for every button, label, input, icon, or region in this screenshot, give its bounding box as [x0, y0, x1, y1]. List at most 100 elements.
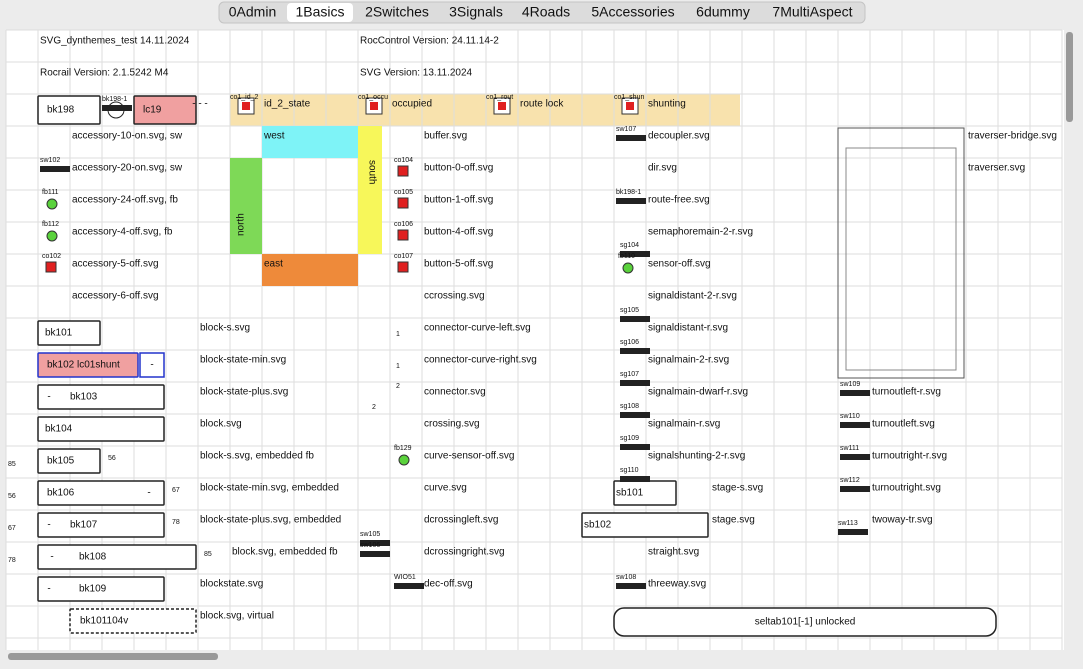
- scrollbar-h[interactable]: [8, 653, 218, 660]
- icon: [620, 444, 650, 450]
- tag: sw113: [838, 520, 858, 527]
- state-icon: [242, 102, 250, 110]
- block-label: sb102: [584, 520, 612, 531]
- block-side: [139, 352, 165, 378]
- tag: co104: [394, 157, 413, 164]
- block[interactable]: [37, 448, 101, 474]
- file-label: dir.svg: [648, 163, 677, 174]
- tag: sw102: [40, 157, 60, 164]
- tab[interactable]: 4Roads: [522, 4, 570, 20]
- file-label: ccrossing.svg: [424, 291, 485, 302]
- info-text: SVG Version: 13.11.2024: [360, 68, 473, 79]
- tag: sw111: [840, 445, 859, 452]
- block[interactable]: [37, 480, 165, 506]
- icon: [620, 380, 650, 386]
- tab[interactable]: 5Accessories: [591, 4, 674, 20]
- block[interactable]: [613, 607, 997, 637]
- file-label: turnoutleft.svg: [872, 419, 935, 430]
- block[interactable]: [37, 384, 165, 410]
- icon: [46, 198, 58, 210]
- block[interactable]: [37, 352, 139, 378]
- number-text: 67: [172, 487, 180, 494]
- icon: [397, 197, 409, 209]
- tab[interactable]: 1Basics: [295, 4, 344, 20]
- block[interactable]: [37, 576, 165, 602]
- file-label: twoway-tr.svg: [872, 515, 933, 526]
- file-label: decoupler.svg: [648, 131, 710, 142]
- block-label: sb101: [616, 488, 644, 499]
- file-label: button-5-off.svg: [424, 259, 493, 270]
- mark-text: - - -: [192, 99, 208, 110]
- tab[interactable]: 3Signals: [449, 4, 503, 20]
- file-label: buffer.svg: [424, 131, 467, 142]
- tab[interactable]: 0Admin: [229, 4, 276, 20]
- block-label: bk104: [45, 424, 73, 435]
- tag: sg105: [620, 307, 639, 314]
- tag: WIO51: [394, 574, 416, 581]
- tab[interactable]: 7MultiAspect: [772, 4, 852, 20]
- tab[interactable]: 2Switches: [365, 4, 429, 20]
- zone-text: south: [366, 160, 377, 184]
- file-label: signaldistant-2-r.svg: [648, 291, 737, 302]
- zone: [262, 126, 358, 158]
- block-label: bk109: [79, 584, 107, 595]
- file-label: stage-s.svg: [712, 483, 763, 494]
- file-label: accessory-6-off.svg: [72, 291, 159, 302]
- block[interactable]: [37, 544, 197, 570]
- tag: sw112: [840, 477, 860, 484]
- mark-text: -: [150, 360, 153, 371]
- block-label: bk198: [47, 105, 75, 116]
- icon: [102, 105, 132, 111]
- tag: fb129: [394, 445, 412, 452]
- icon: [840, 454, 870, 460]
- file-label: signalshunting-2-r.svg: [648, 451, 745, 462]
- icon: [620, 412, 650, 418]
- icon: [838, 529, 868, 535]
- mark-text: -: [47, 392, 50, 403]
- block[interactable]: [581, 512, 709, 538]
- file-label: block-state-plus.svg: [200, 387, 288, 398]
- file-label: signalmain-2-r.svg: [648, 355, 729, 366]
- file-label: signalmain-r.svg: [648, 419, 720, 430]
- file-label: block-state-min.svg, embedded: [200, 483, 339, 494]
- block[interactable]: [37, 320, 101, 346]
- file-label: button-4-off.svg: [424, 227, 493, 238]
- tag: co1_rout: [486, 94, 513, 101]
- block[interactable]: [69, 608, 197, 634]
- file-label: block.svg, virtual: [200, 611, 274, 622]
- tag: bk198-1: [102, 96, 127, 103]
- file-label: accessory-10-on.svg, sw: [72, 131, 183, 142]
- icon: [840, 390, 870, 396]
- icon: [360, 551, 390, 557]
- block[interactable]: [37, 95, 101, 125]
- file-label: threeway.svg: [648, 579, 706, 590]
- block[interactable]: [37, 512, 165, 538]
- block-label: seltab101[-1] unlocked: [755, 617, 856, 628]
- file-label: accessory-24-off.svg, fb: [72, 195, 178, 206]
- zone-text: east: [264, 259, 283, 270]
- file-label: dcrossingleft.svg: [424, 515, 498, 526]
- block-label: bk101: [45, 328, 73, 339]
- state-icon: [498, 102, 506, 110]
- tag: sg106: [620, 339, 639, 346]
- file-label: signaldistant-r.svg: [648, 323, 728, 334]
- tab[interactable]: 6dummy: [696, 4, 750, 20]
- block[interactable]: [133, 95, 197, 125]
- tag: sw109: [840, 381, 860, 388]
- scrollbar-v[interactable]: [1066, 32, 1073, 122]
- tag: sw107: [616, 126, 636, 133]
- tag: sg108: [620, 403, 639, 410]
- file-label: connector.svg: [424, 387, 486, 398]
- tag: sg104: [620, 242, 639, 249]
- info-text: Rocrail Version: 2.1.5242 M4: [40, 68, 169, 79]
- tag: fb111: [42, 189, 59, 196]
- mark-text: -: [50, 552, 53, 563]
- icon: [397, 261, 409, 273]
- icon: [840, 422, 870, 428]
- file-label: dcrossingright.svg: [424, 547, 505, 558]
- block[interactable]: [37, 416, 165, 442]
- icon: [398, 454, 410, 466]
- tag: sw105: [360, 531, 380, 538]
- file-label: traverser-bridge.svg: [968, 131, 1057, 142]
